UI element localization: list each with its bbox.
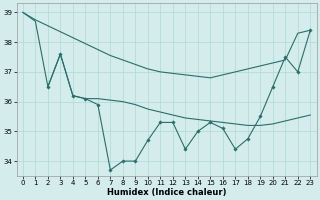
X-axis label: Humidex (Indice chaleur): Humidex (Indice chaleur) [107,188,226,197]
